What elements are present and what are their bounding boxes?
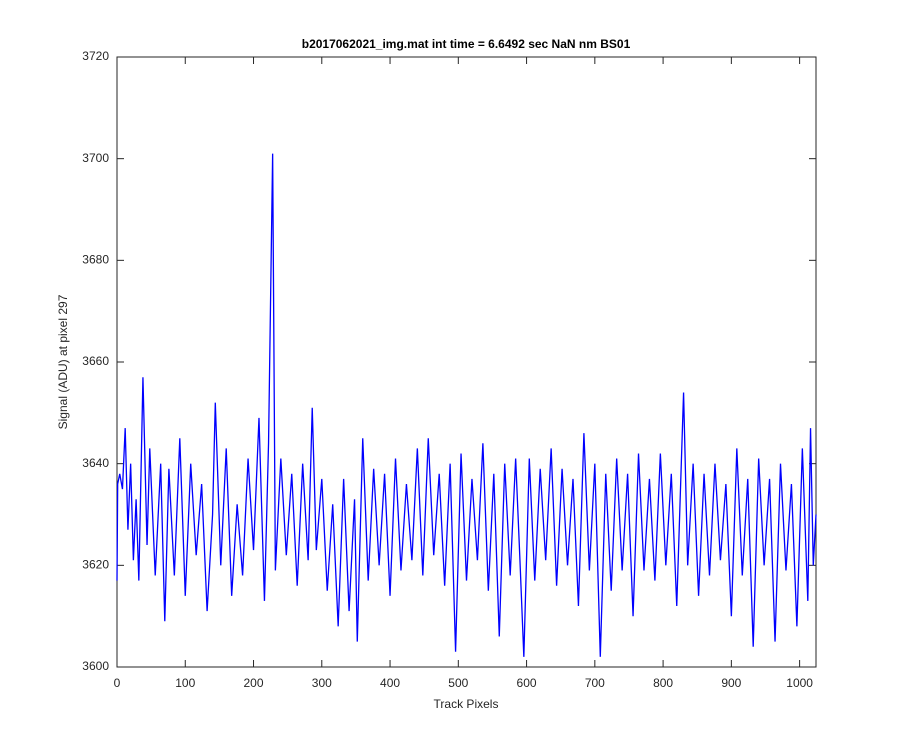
chart-title: b2017062021_img.mat int time = 6.6492 se… bbox=[302, 37, 631, 51]
data-line bbox=[116, 153, 817, 657]
y-axis-label: Signal (ADU) at pixel 297 bbox=[56, 294, 70, 429]
x-tick-label: 100 bbox=[175, 676, 195, 690]
x-tick-label: 0 bbox=[114, 676, 121, 690]
y-tick-label: 3720 bbox=[82, 49, 109, 63]
y-tick-label: 3640 bbox=[82, 456, 109, 470]
x-tick-label: 500 bbox=[448, 676, 468, 690]
x-tick-label: 800 bbox=[653, 676, 673, 690]
x-tick-label: 600 bbox=[517, 676, 537, 690]
y-tick-label: 3620 bbox=[82, 558, 109, 572]
x-tick-label: 400 bbox=[380, 676, 400, 690]
x-tick-label: 1000 bbox=[786, 676, 813, 690]
x-axis-label: Track Pixels bbox=[434, 697, 499, 711]
y-tick-label: 3680 bbox=[82, 253, 109, 267]
x-tick-label: 900 bbox=[721, 676, 741, 690]
y-tick-label: 3660 bbox=[82, 354, 109, 368]
y-tick-label: 3600 bbox=[82, 659, 109, 673]
x-tick-label: 200 bbox=[244, 676, 264, 690]
x-tick-label: 300 bbox=[312, 676, 332, 690]
x-tick-label: 700 bbox=[585, 676, 605, 690]
y-tick-label: 3700 bbox=[82, 151, 109, 165]
